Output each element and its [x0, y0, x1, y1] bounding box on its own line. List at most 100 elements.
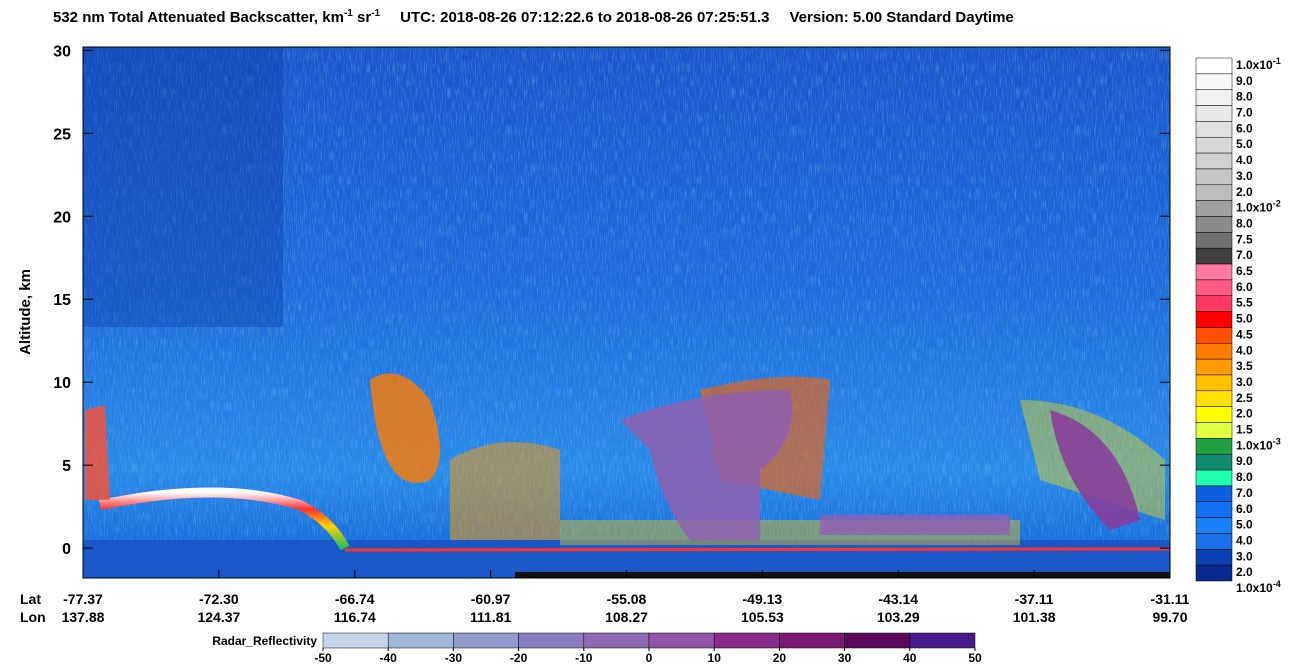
colorbar-label-text: 2.0 — [1236, 185, 1253, 199]
colorbar-label-text: 7.5 — [1236, 232, 1253, 246]
radar-swatch — [453, 632, 519, 649]
radar-tick-label: 40 — [903, 651, 917, 665]
colorbar-swatch — [1195, 533, 1233, 550]
colorbar-label: 1.0x10-4 — [1236, 579, 1281, 595]
colorbar-swatch — [1195, 57, 1233, 75]
colorbar-label-text: 2.0 — [1236, 565, 1253, 579]
colorbar-swatch — [1195, 358, 1233, 376]
colorbar-swatch — [1195, 105, 1233, 122]
colorbar-swatch — [1195, 263, 1233, 281]
y-tick-label: 0 — [62, 541, 71, 558]
radar-swatch — [779, 632, 845, 649]
colorbar-swatch — [1195, 422, 1233, 439]
colorbar-label: 5.0 — [1236, 518, 1253, 532]
lat-label: -72.30 — [199, 591, 239, 607]
colorbar-label-text: 7.0 — [1236, 486, 1253, 500]
lat-label: -60.97 — [471, 591, 511, 607]
colorbar-label-text: 1.0x10 — [1236, 201, 1273, 215]
lon-label: 124.37 — [197, 609, 240, 625]
colorbar-label: 2.0 — [1236, 565, 1253, 579]
colorbar-label: 1.5 — [1236, 423, 1253, 437]
y-tick-label: 5 — [62, 458, 71, 475]
colorbar-swatch — [1195, 501, 1233, 518]
colorbar-swatch — [1195, 152, 1233, 170]
colorbar-swatch — [1195, 564, 1233, 582]
colorbar-label: 1.0x10-3 — [1236, 436, 1281, 452]
colorbar-label: 2.0 — [1236, 407, 1253, 421]
colorbar-label-text: 3.0 — [1236, 549, 1253, 563]
colorbar-label-text: 7.0 — [1236, 248, 1253, 262]
colorbar-label-text: 6.0 — [1236, 280, 1253, 294]
radar-swatch — [518, 632, 585, 649]
chart-title: 532 nm Total Attenuated Backscatter, km-… — [53, 8, 1014, 26]
x-row-label: Lon — [20, 609, 46, 625]
colorbar-swatch — [1195, 136, 1233, 154]
lon-label: 101.38 — [1013, 609, 1056, 625]
colorbar-label-text: 5.0 — [1236, 137, 1253, 151]
colorbar-label: 8.0 — [1236, 90, 1253, 104]
colorbar-label: 9.0 — [1236, 454, 1253, 468]
colorbar-swatch — [1195, 469, 1233, 487]
colorbar-label-text: 4.0 — [1236, 533, 1253, 547]
lat-label: -43.14 — [878, 591, 918, 607]
colorbar-label: 8.0 — [1236, 470, 1253, 484]
colorbar-label-text: 1.5 — [1236, 423, 1253, 437]
radar-swatch — [322, 632, 389, 649]
colorbar-label-text: 8.0 — [1236, 216, 1253, 230]
radar-tick-label: -40 — [380, 651, 398, 665]
colorbar-label: 6.0 — [1236, 121, 1253, 135]
colorbar-swatch — [1195, 549, 1233, 566]
lat-label: -49.13 — [743, 591, 783, 607]
colorbar-label: 1.0x10-2 — [1236, 199, 1281, 215]
colorbar-label: 7.5 — [1236, 232, 1253, 246]
colorbar-label: 6.0 — [1236, 502, 1253, 516]
colorbar-label-text: 9.0 — [1236, 454, 1253, 468]
colorbar-label-text: 1.0x10 — [1236, 581, 1273, 595]
colorbar-label: 3.5 — [1236, 359, 1253, 373]
x-row-label: Lat — [20, 591, 41, 607]
radar-tick-label: -20 — [510, 651, 528, 665]
colorbar-swatch — [1195, 89, 1233, 106]
lon-label: 108.27 — [605, 609, 648, 625]
colorbar-label: 9.0 — [1236, 74, 1253, 88]
lat-label: -77.37 — [63, 591, 103, 607]
lon-label: 111.81 — [470, 609, 511, 625]
colorbar-swatch — [1195, 121, 1233, 138]
colorbar-swatch — [1195, 517, 1233, 534]
radar-tick-label: 50 — [968, 651, 982, 665]
colorbar-label: 5.5 — [1236, 296, 1253, 310]
colorbar-swatch — [1195, 453, 1233, 471]
colorbar-label: 3.0 — [1236, 169, 1253, 183]
colorbar-swatch — [1195, 73, 1233, 90]
radar-swatch — [713, 632, 780, 649]
colorbar-label: 3.0 — [1236, 549, 1253, 563]
colorbar-swatch — [1195, 279, 1233, 296]
colorbar-label: 5.0 — [1236, 312, 1253, 326]
colorbar-label-text: 5.5 — [1236, 296, 1253, 310]
colorbar-label: 6.0 — [1236, 280, 1253, 294]
radar-swatch — [844, 632, 911, 649]
colorbar-label-text: 8.0 — [1236, 90, 1253, 104]
colorbar-label-text: 7.0 — [1236, 106, 1253, 120]
lon-label: 137.88 — [62, 609, 105, 625]
colorbar-swatch — [1195, 374, 1233, 392]
lat-label: -55.08 — [607, 591, 647, 607]
colorbar-label: 7.0 — [1236, 486, 1253, 500]
colorbar-label: 4.0 — [1236, 153, 1253, 167]
colorbar-label-text: 6.0 — [1236, 502, 1253, 516]
radar-tick-label: 20 — [773, 651, 787, 665]
lon-label: 99.70 — [1152, 609, 1187, 625]
colorbar-label-sup: -1 — [1273, 56, 1281, 66]
y-tick-label: 30 — [53, 43, 71, 60]
lat-label: -31.11 — [1151, 591, 1190, 607]
colorbar-label: 4.0 — [1236, 533, 1253, 547]
colorbar-label: 7.0 — [1236, 106, 1253, 120]
radar-bar-title: Radar_Reflectivity — [212, 634, 317, 648]
radar-tick-label: 30 — [838, 651, 852, 665]
colorbar-label: 4.5 — [1236, 327, 1253, 341]
colorbar-swatch — [1195, 438, 1233, 455]
colorbar-swatch — [1195, 184, 1233, 201]
colorbar-label-sup: -3 — [1273, 436, 1281, 446]
colorbar-swatch — [1195, 343, 1233, 360]
